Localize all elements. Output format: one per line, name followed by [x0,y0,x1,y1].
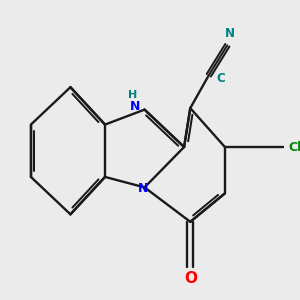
Text: H: H [128,90,137,100]
Text: C: C [216,72,225,85]
Text: N: N [225,27,235,40]
Text: Cl: Cl [288,140,300,154]
Text: N: N [130,100,140,113]
Text: N: N [138,182,148,195]
Text: O: O [184,271,197,286]
